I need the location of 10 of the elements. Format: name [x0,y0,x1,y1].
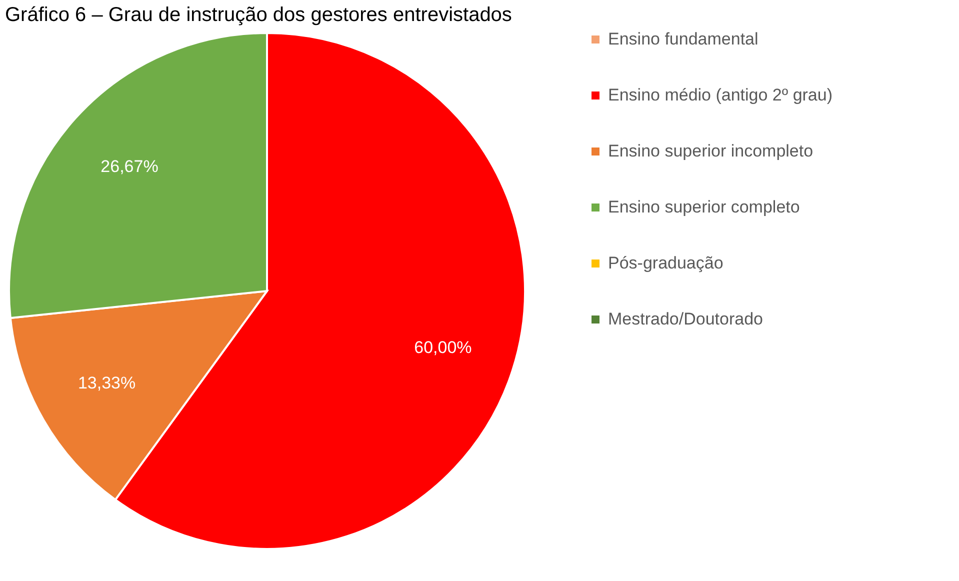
legend-label: Ensino superior incompleto [608,142,814,160]
legend-label: Pós-graduação [608,254,724,272]
data-label: 26,67% [100,157,158,176]
data-label: 13,33% [78,374,136,393]
legend-label: Ensino superior completo [608,198,800,216]
legend-label: Ensino fundamental [608,30,758,48]
data-label: 60,00% [414,338,472,358]
legend-label: Ensino médio (antigo 2º grau) [608,86,833,104]
legend-label: Mestrado/Doutorado [608,310,763,328]
chart-title: Gráfico 6 – Grau de instrução dos gestores entrevistados [5,4,512,26]
